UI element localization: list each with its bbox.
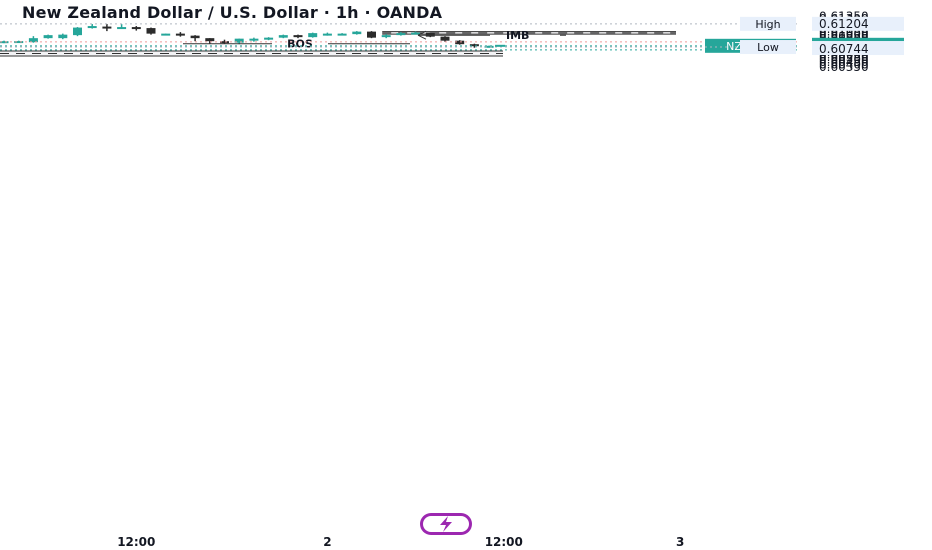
annotation-layer: IMB BOS (183, 29, 566, 51)
imb-arrow-head (417, 30, 427, 40)
candle-body (322, 33, 332, 36)
candle-body (175, 33, 185, 36)
candle-body (14, 41, 24, 44)
y-tick-label: 0.60350 (819, 60, 869, 74)
candle-body (146, 28, 156, 34)
candle-body (293, 35, 303, 38)
candle-body (220, 41, 229, 44)
high-tag-bg (740, 16, 796, 31)
candle-body (381, 35, 391, 38)
candle-body (58, 34, 68, 39)
candle-body (43, 35, 53, 39)
lightning-icon (440, 516, 452, 532)
low-value-bg (812, 41, 904, 56)
low-value-label: 0.60744 (819, 42, 869, 56)
chart-title: New Zealand Dollar / U.S. Dollar · 1h · … (22, 3, 443, 22)
low-tag-bg (740, 40, 796, 55)
y-tick-label: 0.60400 (819, 57, 869, 71)
x-tick-label: 3 (676, 535, 684, 549)
candle-body (396, 33, 406, 36)
candle-body (117, 27, 127, 30)
high-value-bg (812, 16, 904, 31)
candle-body (87, 26, 97, 29)
high-tag-label: High (755, 18, 780, 31)
candle-body (234, 38, 244, 43)
candle-body (352, 31, 362, 35)
candle-body (425, 32, 435, 37)
imb-label: IMB (506, 29, 529, 42)
logo-badge[interactable] (420, 513, 472, 535)
candle-body (28, 38, 38, 43)
candle-body (411, 32, 421, 35)
x-tick-label: 2 (323, 535, 331, 549)
x-tick-label: 12:00 (485, 535, 523, 549)
candle-body (484, 45, 494, 48)
candle-body (249, 38, 259, 41)
candle-body (455, 40, 465, 45)
low-tag-label: Low (757, 41, 779, 54)
zone-box (0, 51, 503, 56)
y-tick-label: 0.60500 (819, 52, 869, 66)
candle-body (264, 37, 274, 40)
candle-body (469, 44, 479, 47)
candle-body (190, 35, 200, 39)
candle-body (161, 33, 171, 36)
bos-label: BOS (287, 38, 313, 51)
candle-body (367, 31, 376, 38)
candle-body (278, 35, 288, 38)
candle-layer (0, 24, 494, 48)
candle-body (131, 27, 141, 30)
x-axis: 12:00 2 12:00 3 (117, 535, 684, 549)
x-tick-label: 12:00 (117, 535, 155, 549)
candle-body (440, 36, 450, 41)
candle-body (73, 27, 82, 36)
candle-body (308, 33, 318, 38)
candle-body (337, 33, 347, 36)
y-tick-label: 0.60450 (819, 55, 869, 69)
candle-body (0, 41, 9, 44)
candle-body (205, 38, 215, 42)
candle-body (102, 26, 112, 29)
high-value-label: 0.61204 (819, 17, 869, 31)
